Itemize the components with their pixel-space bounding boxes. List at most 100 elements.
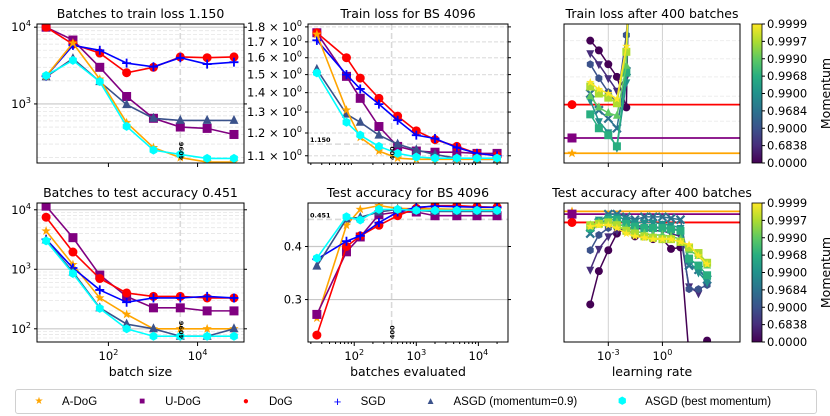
data-point [694, 269, 703, 278]
data-point [594, 220, 604, 229]
data-point [452, 211, 462, 221]
data-point [312, 330, 322, 340]
data-point [622, 79, 631, 88]
legend-label: U-DoG [165, 395, 201, 408]
data-point [342, 212, 351, 222]
x-tick-label: 104 [188, 348, 208, 363]
data-point [604, 93, 613, 102]
data-point [312, 29, 322, 39]
legend: ★ A-DoG ■ U-DoG ● DoG + SGD ▲ ASGD (momentum=0.9)… [15, 389, 817, 414]
data-point [341, 53, 351, 63]
baseline-marker [567, 209, 577, 219]
series-line [316, 32, 498, 155]
data-point [230, 331, 238, 341]
data-point [452, 153, 461, 163]
plot-area [564, 24, 740, 163]
reference-vline-label: 4096 [177, 320, 185, 339]
colorbar-tick-label: 0.9990 [767, 52, 807, 66]
chart-title: Train loss after 400 batches [565, 6, 739, 21]
data-point [604, 246, 613, 255]
x-axis-label: batch size [109, 364, 173, 379]
data-point [68, 247, 78, 257]
data-point [355, 231, 365, 241]
data-point [202, 291, 212, 301]
data-point [604, 220, 613, 229]
data-point [148, 293, 158, 303]
data-point [355, 73, 365, 83]
data-point [41, 24, 51, 32]
data-point [685, 243, 694, 252]
y-tick-label: 1.3 × 100 [247, 104, 302, 119]
data-point [473, 205, 481, 215]
colorbar-label: Momentum [818, 237, 830, 308]
data-point [95, 62, 105, 72]
data-point [586, 300, 595, 309]
colorbar-tick-label: 0.6838 [767, 139, 807, 153]
data-point [122, 318, 132, 328]
data-point [355, 116, 365, 126]
series-line [316, 208, 498, 259]
data-point [175, 293, 185, 303]
data-point [229, 293, 239, 303]
data-point [122, 99, 132, 109]
data-point [594, 118, 603, 127]
data-point [586, 110, 595, 119]
data-point [604, 131, 613, 140]
chart-p6: Test accuracy after 400 batches 10-3 100le… [551, 185, 752, 379]
data-point [667, 225, 676, 234]
colorbar-tick-label: 0.9000 [767, 300, 807, 314]
data-point [95, 77, 104, 87]
colorbar-tick-label: 0.9997 [767, 213, 807, 227]
data-point [595, 230, 603, 239]
data-point [586, 36, 595, 45]
data-point [41, 226, 51, 236]
data-point [355, 204, 365, 214]
colorbar-tick-label: 0.6838 [767, 318, 807, 332]
data-point [685, 254, 694, 263]
series-sgd [41, 40, 239, 81]
data-point [604, 60, 613, 69]
data-point [202, 114, 212, 124]
data-point [676, 226, 685, 235]
data-point [586, 77, 595, 86]
data-point [493, 205, 501, 215]
data-point [612, 72, 621, 81]
colorbar-tick-label: 0.9684 [767, 283, 807, 297]
data-point [68, 38, 78, 48]
data-point [229, 114, 239, 124]
data-point [640, 219, 649, 228]
data-point [374, 99, 384, 109]
axes-frame [36, 23, 245, 164]
data-point [586, 50, 595, 59]
data-point [694, 290, 703, 299]
data-point [375, 204, 383, 214]
data-point [341, 247, 351, 257]
data-point [676, 237, 685, 246]
legend-item: ■ U-DoG [135, 396, 201, 408]
x-tick-label: 102 [99, 348, 119, 363]
data-point [431, 153, 439, 163]
data-point [121, 309, 132, 319]
data-point [685, 352, 693, 360]
data-point [122, 324, 131, 334]
data-point [612, 94, 622, 103]
data-point [202, 53, 212, 63]
data-point [341, 242, 351, 252]
data-point [586, 91, 595, 100]
data-point [122, 68, 132, 78]
data-point [374, 93, 384, 103]
y-tick-label: 104 [11, 19, 31, 34]
data-point [203, 153, 212, 163]
data-point [648, 234, 658, 243]
data-point [148, 112, 158, 122]
legend-item: + SGD [331, 394, 386, 409]
colorbar-gradient [751, 202, 763, 343]
data-point [493, 153, 501, 163]
colorbar-tick-label: 0.9990 [767, 231, 807, 245]
chart-p2: Train loss for BS 4096 400 1.150 1.1 × 100 1… [247, 6, 511, 165]
colorbar-tick-label: 0.9900 [767, 87, 807, 101]
x-tick-label: 103 [406, 348, 426, 363]
series-asgd-best-momentum- [42, 55, 238, 163]
data-point [122, 297, 132, 307]
data-point [148, 62, 158, 72]
